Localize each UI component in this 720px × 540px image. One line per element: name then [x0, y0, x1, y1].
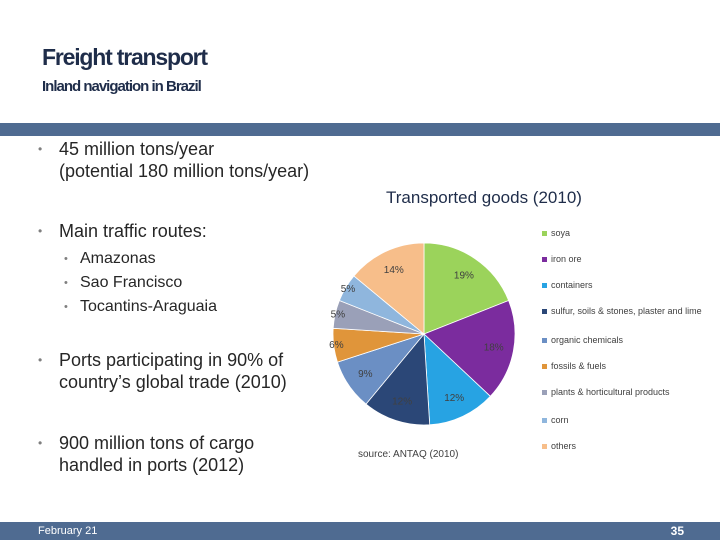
bullet-text: Tocantins-Araguaia [80, 298, 217, 315]
pie-slice-sulfur-soils-stones-plaster-and-lime [365, 332, 431, 426]
pie-slice-soya [423, 242, 510, 335]
bullet-text: handled in ports (2012) [59, 455, 245, 475]
legend-item: iron ore [542, 254, 582, 264]
bullet-dot-icon: • [64, 277, 68, 289]
pie-slice-iron-ore [423, 299, 516, 397]
legend-swatch [542, 444, 547, 449]
sub-bullet-amazonas: • Amazonas [64, 248, 156, 270]
bullet-text: Amazonas [80, 250, 156, 267]
sub-bullet-tocantins: • Tocantins-Araguaia [64, 296, 217, 318]
page-number: 35 [670, 524, 684, 538]
sub-bullet-sao-francisco: • Sao Francisco [64, 272, 182, 294]
legend-swatch [542, 390, 547, 395]
legend-label: soya [551, 228, 571, 238]
legend-item: sulfur, soils & stones, plaster and lime [542, 306, 702, 316]
bullet-text: 45 million tons/year [59, 139, 215, 159]
legend-item: containers [542, 280, 593, 290]
legend-item: others [542, 441, 576, 451]
bullet-text: (potential 180 million tons/year) [59, 161, 310, 181]
legend-label: containers [551, 280, 593, 290]
pie-data-label: 18% [484, 342, 504, 353]
pie-data-label: 12% [444, 393, 464, 404]
legend-swatch [542, 231, 547, 236]
pie-slice-others [353, 242, 425, 335]
legend-item: soya [542, 228, 570, 238]
bullet-text: Main traffic routes: [59, 221, 207, 241]
legend-item: corn [542, 415, 569, 425]
bullet-text: 900 million tons of cargo [59, 433, 255, 453]
bullet-routes: • Main traffic routes: [38, 220, 207, 242]
pie-data-label: 5% [341, 284, 356, 295]
bullet-text: country’s global trade (2010) [59, 372, 287, 392]
pie-data-label: 5% [331, 310, 346, 321]
legend-swatch [542, 309, 547, 314]
bullet-dot-icon: • [38, 436, 43, 450]
legend-swatch [542, 257, 547, 262]
bullet-dot-icon: • [64, 253, 68, 265]
pie-chart: 19% 18% 12% 12% 9% 6% 5% 5% 14% [329, 242, 516, 426]
pie-data-label: 12% [392, 397, 412, 408]
legend-label: corn [551, 415, 569, 425]
pie-data-label: 14% [384, 265, 404, 276]
footer-date: February 21 [38, 525, 98, 537]
legend-item: organic chemicals [542, 335, 623, 345]
legend-swatch [542, 283, 547, 288]
bullet-capacity: • 45 million tons/year (potential 180 mi… [38, 138, 309, 182]
legend-label: sulfur, soils & stones, plaster and lime [551, 306, 702, 316]
chart-title: Transported goods (2010) [386, 188, 582, 207]
pie-data-label: 6% [329, 340, 344, 351]
footer-band: February 21 35 [0, 522, 720, 540]
legend-label: iron ore [551, 254, 582, 264]
legend-label: plants & horticultural products [551, 387, 670, 397]
slide-title: Freight transport [42, 44, 208, 70]
bullet-text: Sao Francisco [80, 274, 183, 291]
bullet-dot-icon: • [38, 142, 43, 156]
legend-swatch [542, 364, 547, 369]
bullet-dot-icon: • [38, 224, 43, 238]
pie-data-label: 19% [454, 270, 474, 281]
pie-slice-containers [423, 333, 491, 426]
bullet-text: Ports participating in 90% of [59, 350, 284, 370]
bullet-dot-icon: • [38, 353, 43, 367]
legend-label: fossils & fuels [551, 361, 607, 371]
legend-swatch [542, 338, 547, 343]
pie-data-label: 9% [358, 369, 373, 380]
bullet-cargo: • 900 million tons of cargo handled in p… [38, 432, 254, 476]
bullet-ports: • Ports participating in 90% of country’… [38, 349, 287, 393]
legend-label: others [551, 441, 577, 451]
slide-subtitle: Inland navigation in Brazil [42, 78, 202, 95]
legend-item: plants & horticultural products [542, 387, 670, 397]
legend-item: fossils & fuels [542, 361, 606, 371]
chart-source: source: ANTAQ (2010) [358, 449, 459, 460]
bullet-dot-icon: • [64, 301, 68, 313]
header-band [0, 123, 720, 136]
legend-swatch [542, 418, 547, 423]
legend-label: organic chemicals [551, 335, 624, 345]
